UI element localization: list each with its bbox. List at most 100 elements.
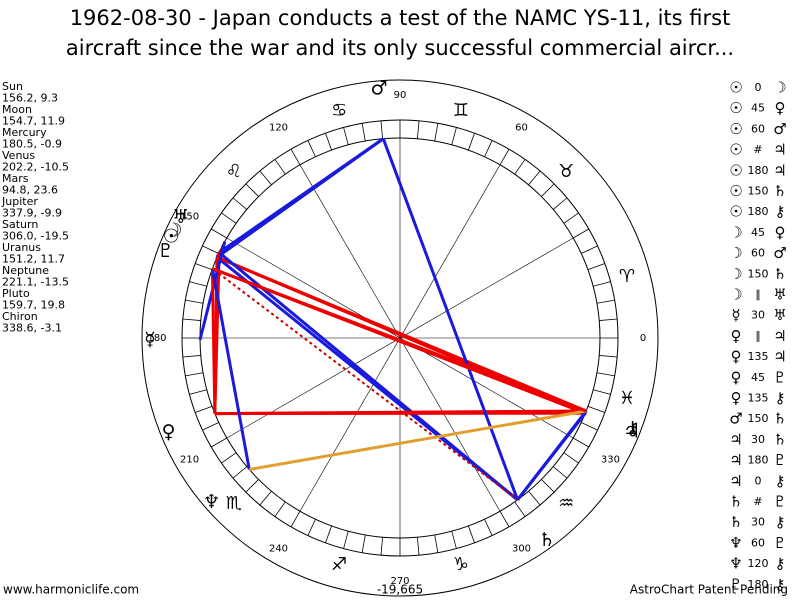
footer-left: www.harmoniclife.com [3, 583, 139, 597]
planet-name: Chiron [2, 310, 38, 323]
ring-tick [417, 537, 420, 556]
ring-tick [596, 299, 615, 304]
zodiac-sign: ♓ [619, 388, 635, 409]
ring-tick [587, 263, 605, 270]
zodiac-sign: ♈ [619, 266, 635, 287]
ring-tick [245, 479, 259, 493]
aspect-to: ♅ [773, 286, 786, 304]
aspect-to: ♂ [773, 120, 786, 138]
ring-tick [596, 372, 615, 377]
aspect-type: 180 [748, 164, 769, 177]
ring-tick [202, 245, 219, 254]
aspect-from: ☽ [729, 244, 742, 262]
aspect-to: ♄ [773, 265, 786, 283]
planet-position: 202.2, -10.5 [2, 161, 69, 174]
aspect-line [249, 409, 587, 471]
aspect-to: ⚷ [775, 389, 786, 407]
ring-tick [211, 437, 227, 448]
aspect-to: ♀ [775, 99, 786, 117]
aspect-to: ♃ [773, 327, 786, 345]
ring-tick [528, 490, 541, 506]
degree-label: 270 [390, 576, 409, 587]
planet-name: Mars [2, 172, 29, 185]
aspect-from: ♃ [729, 430, 742, 448]
ring-tick [221, 212, 237, 224]
ring-tick [274, 501, 286, 517]
spoke [226, 237, 574, 439]
degree-label: 180 [147, 333, 166, 344]
planet-position: 221.1, -13.5 [2, 276, 69, 289]
aspect-line [218, 251, 519, 501]
aspect-type: 45 [751, 226, 765, 239]
aspect-type: 135 [748, 392, 769, 405]
degree-label: 300 [512, 543, 531, 554]
ring-tick [221, 452, 237, 464]
planet-glyph: ☉ [163, 226, 180, 248]
ring-tick [189, 389, 207, 395]
outer-ring [141, 79, 659, 597]
aspect-from: ☉ [729, 203, 742, 221]
planet-glyph: ☽ [165, 220, 182, 242]
planet-glyph: ⚷ [626, 418, 640, 440]
aspect-line [210, 268, 251, 470]
planet-glyph: ♅ [172, 206, 189, 228]
aspect-from: ☉ [729, 120, 742, 138]
aspect-type: ∥ [755, 329, 761, 342]
ring-tick [563, 212, 579, 224]
ring-tick [380, 120, 383, 139]
planet-name: Venus [2, 149, 35, 162]
planet-position: 180.5, -0.9 [2, 138, 62, 151]
aspect-to: ♀ [775, 223, 786, 241]
aspect-to: ⚷ [775, 575, 786, 593]
planet-position: 156.2, 9.3 [2, 92, 58, 105]
zodiac-sign: ♊ [453, 100, 469, 121]
ring-tick [343, 531, 349, 549]
ring-tick [274, 159, 286, 175]
aspect-type: 0 [755, 81, 762, 94]
ring-tick [259, 170, 272, 186]
aspect-from: ☽ [729, 286, 742, 304]
planet-glyph: ♀ [162, 421, 176, 443]
aspect-to: ⚷ [775, 555, 786, 573]
aspect-to: ♇ [773, 368, 786, 386]
aspect-to: ♄ [773, 410, 786, 428]
ring-tick [484, 519, 493, 536]
ring-tick [484, 140, 493, 157]
aspect-from: ♇ [729, 575, 742, 593]
ring-tick [307, 140, 316, 157]
planet-position: 154.7, 11.9 [2, 115, 65, 128]
degree-label: 0 [640, 333, 646, 344]
ring-tick [361, 123, 366, 142]
planet-position: 159.7, 19.8 [2, 299, 65, 312]
ring-tick [195, 406, 213, 413]
degree-label: 90 [394, 90, 407, 101]
aspect-from: ☉ [729, 99, 742, 117]
zodiac-sign: ♏ [226, 493, 242, 514]
planet-name: Sun [2, 80, 23, 93]
aspect-from: ♆ [729, 555, 742, 573]
ring-tick [290, 149, 301, 165]
aspect-type: 180 [748, 454, 769, 467]
aspect-type: 60 [751, 247, 765, 260]
ring-tick [593, 281, 611, 287]
ring-tick [468, 133, 475, 151]
ring-tick [573, 228, 589, 239]
aspect-type: 0 [755, 474, 762, 487]
aspect-from: ☉ [729, 79, 742, 97]
ring-tick [417, 120, 420, 139]
aspect-line [216, 255, 587, 413]
planet-glyph: ♂ [371, 77, 388, 99]
aspect-from: ♆ [729, 534, 742, 552]
aspect-from: ♄ [729, 513, 742, 531]
degree-label: 330 [601, 455, 620, 466]
ring-tick [451, 531, 457, 549]
planet-position: 338.6, -3.1 [2, 322, 62, 335]
planet-name: Jupiter [1, 195, 38, 208]
ring-tick [380, 537, 383, 556]
planet-glyph: ♄ [538, 529, 555, 551]
aspect-from: ♃ [729, 451, 742, 469]
aspect-type: 135 [748, 350, 769, 363]
ring-tick [581, 245, 598, 254]
ring-tick [232, 466, 248, 479]
